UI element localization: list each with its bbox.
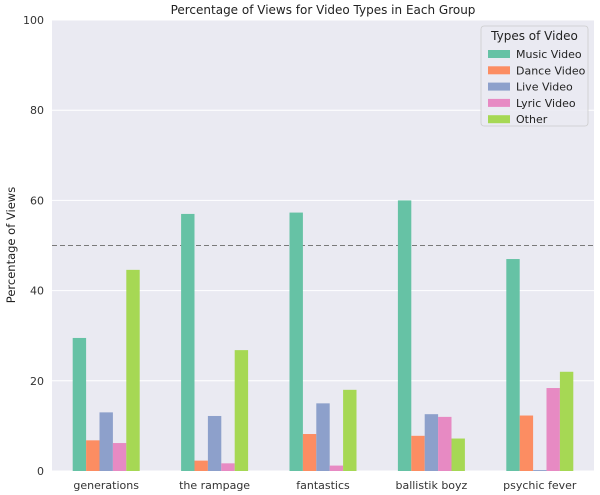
legend: Types of Video Music Video Dance Video Live… (480, 25, 589, 127)
x-tick-label: fantastics (296, 479, 350, 492)
bar (424, 414, 439, 471)
x-tick-label: ballistik boyz (395, 479, 467, 492)
y-tick-label: 60 (30, 194, 44, 207)
legend-entry: Other (516, 113, 548, 126)
legend-swatch (488, 115, 510, 124)
bar (194, 460, 208, 471)
bar (519, 415, 534, 471)
x-tick-label: the rampage (179, 479, 250, 492)
chart-title: Percentage of Views for Video Types in E… (171, 3, 476, 17)
bar (533, 470, 547, 471)
y-tick-label: 0 (37, 465, 44, 478)
legend-entry: Live Video (516, 81, 573, 94)
bar (506, 259, 520, 471)
bars (72, 200, 574, 471)
bar (397, 200, 412, 471)
y-axis-label: Percentage of Views (4, 187, 18, 303)
legend-swatch (488, 98, 510, 107)
bar (316, 403, 330, 471)
legend-entry: Lyric Video (516, 97, 576, 110)
legend-swatch (488, 50, 510, 58)
bar (181, 213, 195, 471)
legend-entry: Dance Video (516, 64, 586, 77)
bar (451, 438, 465, 471)
bar (546, 388, 560, 471)
x-tick-label: generations (73, 479, 139, 492)
bar (112, 443, 127, 471)
bar (86, 440, 100, 471)
y-tick-label: 20 (30, 375, 44, 388)
bar (207, 415, 222, 471)
bar (99, 412, 113, 471)
y-tick-label: 40 (30, 285, 44, 298)
bar (559, 371, 574, 471)
bar (126, 269, 140, 471)
legend-swatch (488, 82, 510, 91)
bar (221, 463, 235, 471)
bar (289, 212, 303, 471)
bar (234, 350, 249, 471)
x-tick-label: psychic fever (503, 479, 577, 492)
legend-title: Types of Video (490, 29, 578, 43)
bar (438, 416, 452, 471)
bar (302, 434, 317, 471)
grid-lines (52, 19, 594, 472)
bar (329, 465, 344, 471)
bar (343, 389, 357, 471)
bar (411, 435, 425, 471)
legend-entry: Music Video (516, 48, 582, 61)
legend-swatch (488, 66, 510, 75)
y-tick-label: 100 (23, 14, 44, 27)
x-tick-labels: generations the rampage fantastics ballisti… (73, 479, 576, 492)
bar (72, 337, 87, 471)
y-tick-labels: 0 20 40 60 80 100 (23, 14, 44, 478)
y-tick-label: 80 (30, 104, 44, 117)
